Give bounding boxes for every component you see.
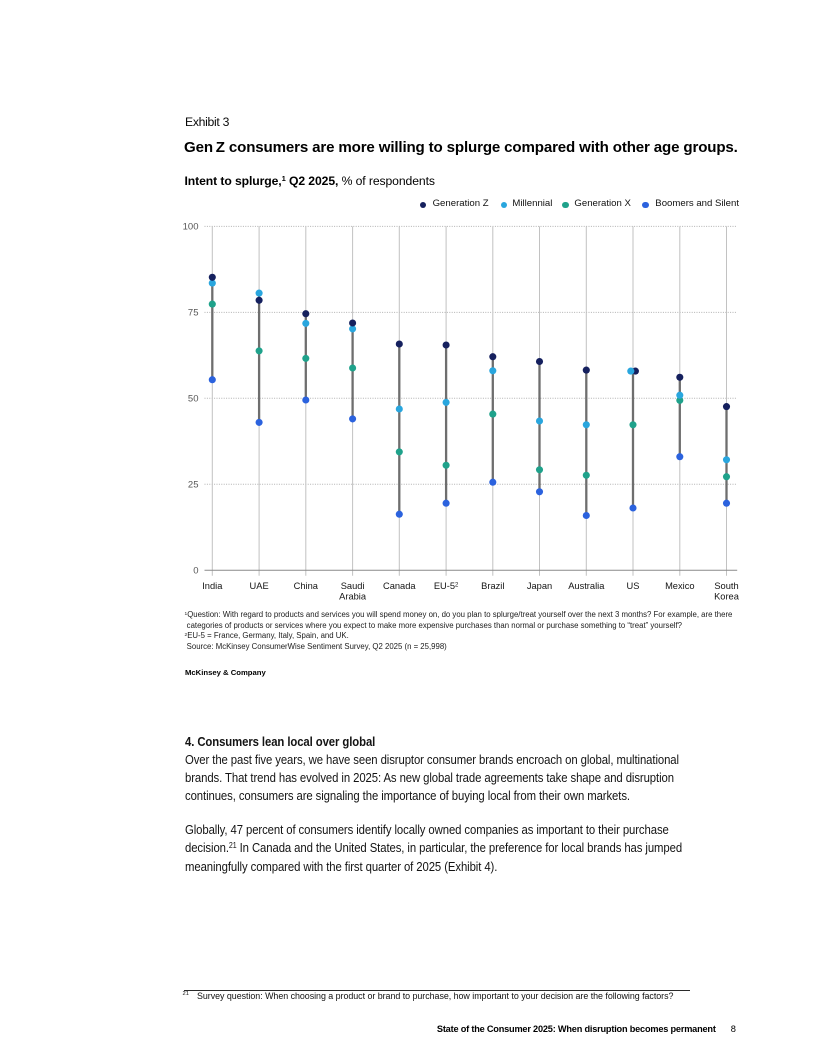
svg-text:Japan: Japan [527, 581, 552, 591]
svg-text:South: South [714, 581, 738, 591]
svg-text:100: 100 [183, 222, 199, 233]
svg-text:US: US [627, 581, 640, 591]
svg-text:China: China [294, 581, 319, 591]
svg-text:Brazil: Brazil [481, 581, 504, 591]
svg-text:Korea: Korea [714, 591, 740, 601]
svg-text:50: 50 [188, 394, 199, 405]
svg-text:0: 0 [193, 566, 198, 577]
svg-text:75: 75 [188, 308, 199, 319]
svg-text:UAE: UAE [250, 581, 269, 591]
svg-text:Arabia: Arabia [339, 591, 367, 601]
svg-text:Canada: Canada [383, 581, 416, 591]
svg-text:EU-52: EU-52 [434, 581, 459, 591]
svg-text:25: 25 [188, 480, 199, 491]
svg-text:India: India [202, 581, 223, 591]
svg-text:Australia: Australia [568, 581, 605, 591]
svg-text:Saudi: Saudi [341, 581, 365, 591]
svg-text:Mexico: Mexico [665, 581, 694, 591]
